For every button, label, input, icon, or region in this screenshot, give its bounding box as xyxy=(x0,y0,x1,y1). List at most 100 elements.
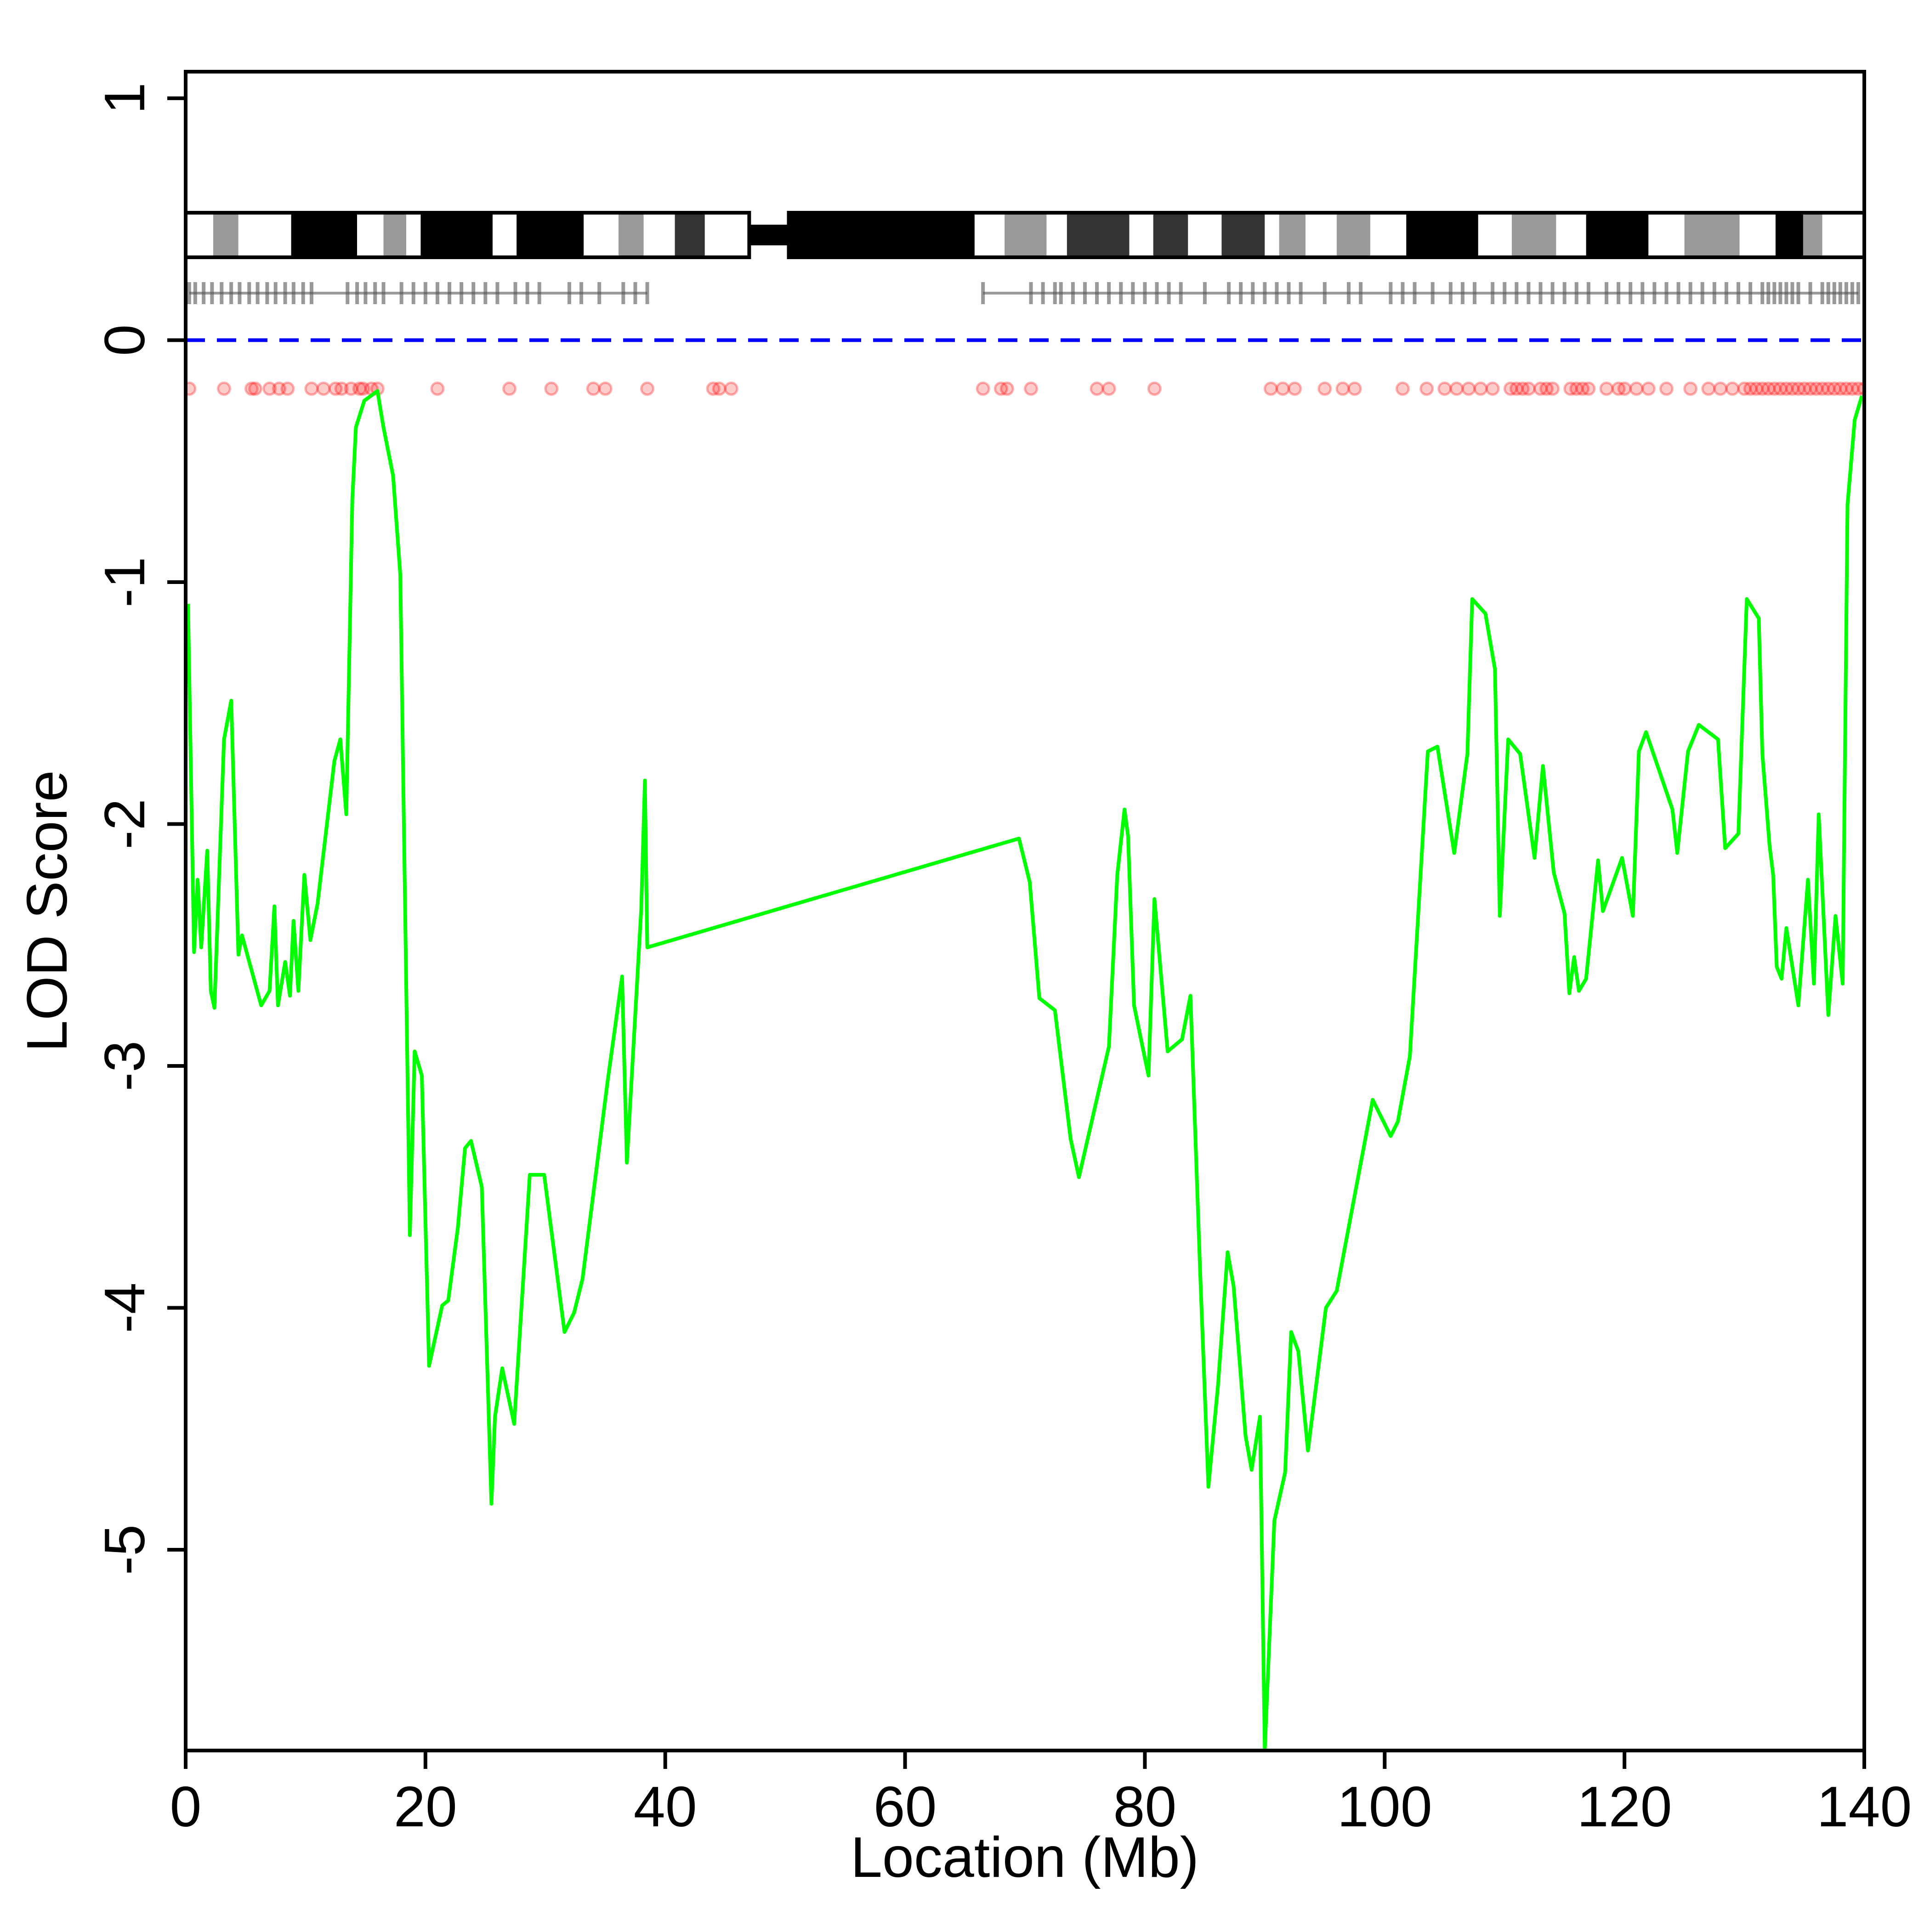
snp-dot xyxy=(316,381,331,396)
snp-dot xyxy=(344,381,358,396)
x-tick-label: 100 xyxy=(1337,1775,1432,1839)
x-tick-label: 120 xyxy=(1577,1775,1672,1839)
y-tick-label: -5 xyxy=(93,1524,157,1575)
ideogram-band xyxy=(1739,213,1776,257)
snp-dot xyxy=(1809,381,1824,396)
snp-dot xyxy=(1641,381,1656,396)
ideogram-band xyxy=(1129,213,1153,257)
y-tick-label: -2 xyxy=(93,799,157,849)
ideogram-band xyxy=(584,213,619,257)
y-tick-label: -3 xyxy=(93,1041,157,1091)
ideogram-band xyxy=(1648,213,1685,257)
x-tick-label: 140 xyxy=(1817,1775,1912,1839)
snp-dot xyxy=(1101,381,1116,396)
ideogram-band xyxy=(406,213,421,257)
ideogram-band xyxy=(1511,213,1556,257)
snp-dot xyxy=(186,381,197,396)
snp-dot xyxy=(1749,381,1764,396)
snp-dot xyxy=(1797,381,1812,396)
ideogram-band xyxy=(213,213,238,257)
snp-dot xyxy=(1827,381,1842,396)
snp-dot xyxy=(1575,381,1590,396)
snp-dot xyxy=(586,381,601,396)
ideogram-band xyxy=(383,213,407,257)
ideogram-band xyxy=(1221,213,1265,257)
snp-dot xyxy=(1147,381,1162,396)
snp-dot xyxy=(1821,381,1836,396)
ideogram-band xyxy=(186,213,214,257)
plot-frame xyxy=(184,70,1866,1752)
snp-dot xyxy=(1563,381,1578,396)
ideogram-band xyxy=(1336,213,1370,257)
ideogram-band xyxy=(1265,213,1279,257)
snp-dot xyxy=(1791,381,1805,396)
snp-dot xyxy=(1288,381,1302,396)
snp-dot xyxy=(1755,381,1770,396)
snp-dot xyxy=(1275,381,1290,396)
ideogram-band xyxy=(1478,213,1512,257)
snp-dot xyxy=(1461,381,1476,396)
ideogram-band xyxy=(704,213,749,257)
snp-dot xyxy=(1629,381,1644,396)
snp-dot xyxy=(1347,381,1362,396)
ideogram-band xyxy=(618,213,644,257)
y-tick-label: -4 xyxy=(93,1282,157,1333)
snp-dot xyxy=(712,381,727,396)
ideogram-band xyxy=(492,213,517,257)
ideogram-band xyxy=(420,213,493,257)
ideogram-band xyxy=(1188,213,1222,257)
snp-dot xyxy=(1485,381,1500,396)
x-tick-label: 40 xyxy=(634,1775,697,1839)
snp-dot xyxy=(1581,381,1596,396)
snp-dot xyxy=(706,381,721,396)
snp-dot xyxy=(544,381,559,396)
snp-dot xyxy=(304,381,319,396)
x-axis-title: Location (Mb) xyxy=(851,1826,1199,1889)
snp-dot xyxy=(1090,381,1104,396)
ideogram-band xyxy=(643,213,675,257)
ideogram-band xyxy=(974,213,1005,257)
snp-dot xyxy=(1599,381,1614,396)
snp-dot xyxy=(999,381,1014,396)
snp-dot xyxy=(1617,381,1632,396)
snp-dot xyxy=(356,381,370,396)
ideogram-band xyxy=(1067,213,1130,257)
snp-dot xyxy=(1743,381,1758,396)
snp-dot xyxy=(1683,381,1698,396)
snp-dot xyxy=(1545,381,1560,396)
snp-dot xyxy=(244,381,259,396)
snp-dot xyxy=(1785,381,1799,396)
x-tick-label: 20 xyxy=(394,1775,457,1839)
snp-dot xyxy=(1569,381,1584,396)
snp-dot xyxy=(1701,381,1716,396)
snp-dot xyxy=(1773,381,1788,396)
snp-dot xyxy=(1515,381,1530,396)
snp-dot xyxy=(262,381,277,396)
snp-dot xyxy=(1335,381,1350,396)
snp-dot xyxy=(280,381,295,396)
y-tick-label: 1 xyxy=(93,82,157,114)
snp-dot xyxy=(1024,381,1039,396)
ideogram-band xyxy=(789,213,975,257)
snp-dot xyxy=(1833,381,1848,396)
ideogram-band xyxy=(1775,213,1803,257)
ideogram-band xyxy=(1822,213,1864,257)
snp-dot xyxy=(640,381,655,396)
snp-dot xyxy=(1725,381,1740,396)
ideogram-band xyxy=(1005,213,1047,257)
ideogram-band xyxy=(1586,213,1649,257)
snp-dot xyxy=(1437,381,1452,396)
snp-dot xyxy=(1815,381,1830,396)
ideogram-band xyxy=(675,213,705,257)
ideogram-band xyxy=(1046,213,1067,257)
snp-dot xyxy=(1503,381,1518,396)
snp-dot xyxy=(328,381,343,396)
snp-dot xyxy=(1839,381,1854,396)
y-tick-label: -1 xyxy=(93,557,157,607)
snp-dot xyxy=(1761,381,1776,396)
snp-dot xyxy=(1419,381,1434,396)
snp-dot xyxy=(1767,381,1782,396)
x-tick-label: 60 xyxy=(874,1775,937,1839)
